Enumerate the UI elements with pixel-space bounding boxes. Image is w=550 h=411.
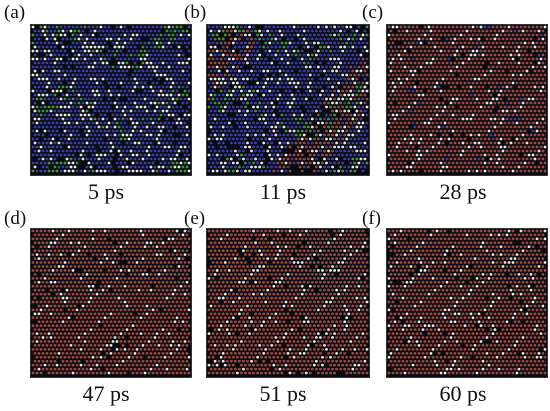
time-caption: 47 ps [82, 381, 130, 406]
atom-texture [31, 229, 191, 377]
snapshot-image [206, 24, 370, 176]
atom-texture [207, 25, 369, 175]
snapshot-image [386, 228, 548, 378]
panel-label: (d) [4, 208, 27, 229]
atom-texture [387, 229, 547, 377]
time-caption: 51 ps [259, 381, 307, 406]
panel-label: (e) [184, 208, 206, 229]
snapshot-image [30, 228, 192, 378]
panel-label: (a) [4, 2, 26, 23]
atom-texture [31, 25, 191, 175]
atom-texture [387, 25, 547, 175]
time-caption: 11 ps [259, 179, 307, 204]
panel-label: (b) [184, 2, 207, 23]
atom-texture [207, 229, 369, 377]
snapshot-image [30, 24, 192, 176]
time-caption: 60 ps [439, 381, 487, 406]
time-caption: 28 ps [439, 179, 487, 204]
panel-label: (f) [362, 208, 381, 229]
snapshot-image [386, 24, 548, 176]
snapshot-image [206, 228, 370, 378]
time-caption: 5 ps [87, 179, 125, 204]
panel-label: (c) [362, 2, 384, 23]
